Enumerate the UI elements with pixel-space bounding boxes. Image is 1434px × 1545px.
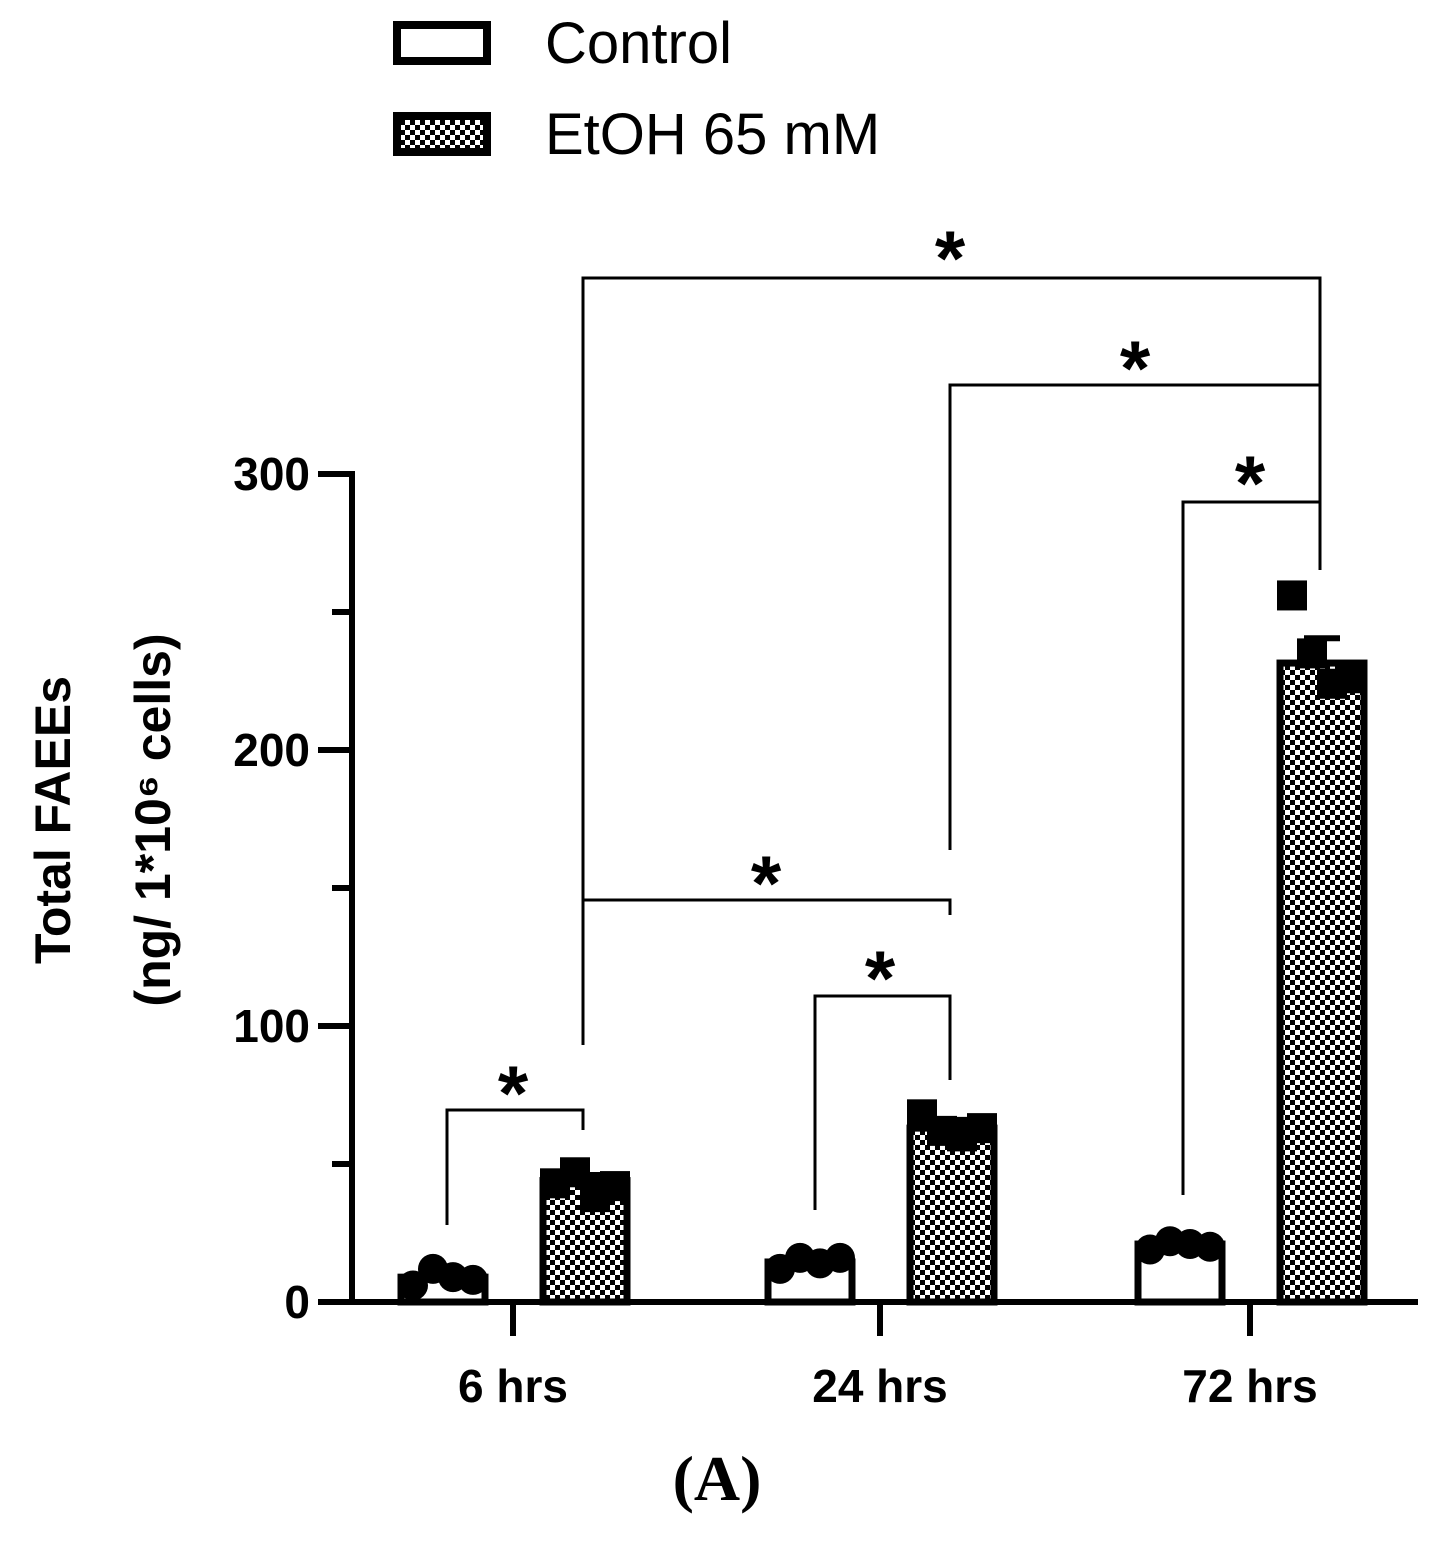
significance-bracket [813,994,952,1210]
significance-label: * [498,1049,529,1137]
bar [906,1124,998,1306]
data-point [825,1242,855,1273]
y-title-line: Total FAEEs [25,676,81,964]
x-tick-label: 72 hrs [1182,1360,1318,1412]
significance-label: * [751,839,782,927]
data-point [1195,1231,1225,1262]
data-point [1337,663,1367,694]
data-point [458,1264,488,1295]
significance-label: * [1235,439,1266,527]
y-axis-title: Total FAEEs (ng/ 1*10⁶ cells) [25,633,181,1006]
data-point [967,1113,997,1144]
data-point [1297,638,1327,669]
y-title-line: (ng/ 1*10⁶ cells) [125,633,181,1006]
legend-label: Control [545,11,732,76]
y-tick-label: 100 [233,1000,310,1052]
significance-label: * [935,214,966,302]
bar [1276,659,1368,1306]
data-point [600,1171,630,1202]
significance-label: * [1120,324,1151,412]
legend-swatch [393,112,491,156]
y-tick-label: 0 [284,1276,310,1328]
data-point [1277,580,1307,611]
x-tick-label: 6 hrs [458,1360,568,1412]
significance-bracket [445,1108,585,1225]
y-tick-label: 300 [233,448,310,500]
caption: (A) [673,1443,762,1514]
legend-swatch [393,21,491,65]
significance-bracket [581,276,1322,1045]
significance-bracket [948,383,1322,850]
significance-label: * [865,934,896,1022]
y-tick-label: 200 [233,724,310,776]
significance-bracket [1181,500,1322,1195]
data-point [398,1270,428,1301]
legend-label: EtOH 65 mM [545,102,880,167]
x-tick-label: 24 hrs [812,1360,948,1412]
